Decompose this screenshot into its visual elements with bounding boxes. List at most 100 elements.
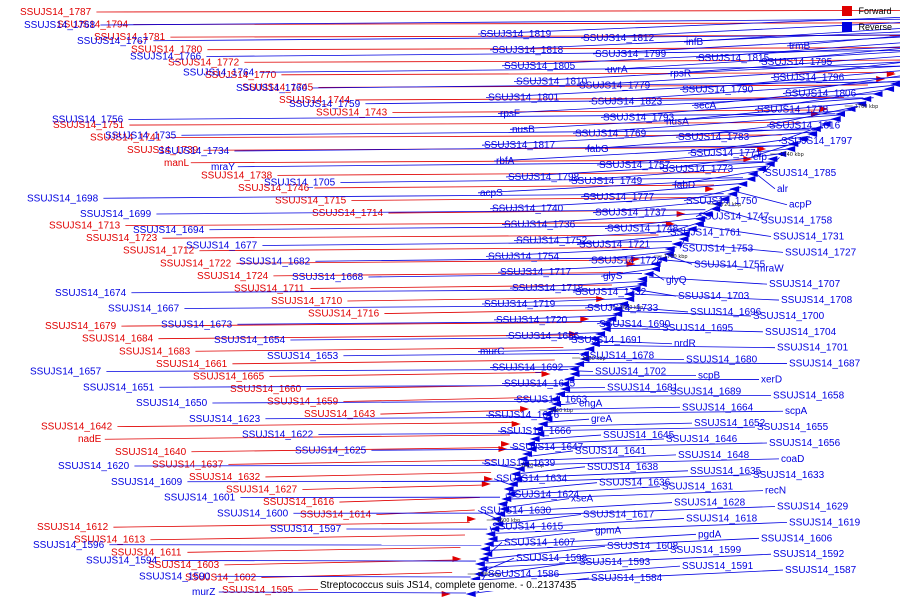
reverse-gene-label: SSUJS14_1764 (183, 67, 255, 78)
reverse-leader-line (489, 31, 900, 51)
reverse-gene-arrow (764, 161, 775, 167)
reverse-leader-line (584, 131, 817, 150)
reverse-leader-line (218, 591, 466, 594)
reverse-gene-label: trmB (789, 41, 810, 52)
reverse-gene-arrow (820, 121, 831, 127)
reverse-leader-line (477, 16, 900, 35)
scale-tick-label: 1600 kbp (497, 518, 521, 524)
reverse-leader-line (600, 268, 657, 277)
forward-gene-label: SSUJS14_1724 (197, 271, 269, 282)
forward-gene-label: SSUJS14_1743 (316, 108, 388, 119)
reverse-leader-line (483, 553, 772, 568)
reverse-gene-label: SSUJS14_1771 (690, 148, 762, 159)
reverse-gene-arrow (482, 551, 493, 557)
reverse-gene-arrow (465, 591, 476, 597)
reverse-leader-line (586, 357, 685, 361)
reverse-gene-label: SSUJS14_1699 (80, 209, 152, 220)
reverse-leader-line (604, 216, 708, 229)
reverse-leader-line (675, 118, 837, 138)
reverse-gene-label: SSUJS14_1666 (500, 426, 572, 437)
forward-gene-label: SSUJS14_1595 (222, 585, 294, 596)
reverse-gene-label: SSUJS14_1652 (694, 418, 766, 429)
forward-leader-line (191, 447, 504, 453)
reverse-gene-label: SSUJS14_1682 (239, 256, 311, 267)
reverse-leader-line (687, 135, 811, 154)
reverse-gene-arrow (537, 421, 548, 427)
reverse-leader-line (497, 93, 882, 114)
reverse-gene-label: SSUJS14_1779 (579, 81, 651, 92)
reverse-gene-arrow (600, 326, 611, 332)
reverse-leader-line (485, 549, 669, 564)
reverse-leader-line (477, 510, 501, 521)
forward-gene-label: SSUJS14_1738 (201, 170, 273, 181)
forward-leader-line (392, 109, 822, 113)
reverse-gene-arrow (807, 131, 818, 137)
forward-gene-label: SSUJS14_1642 (41, 422, 113, 433)
reverse-gene-label: SSUJS14_1648 (678, 450, 750, 461)
reverse-gene-label: SSUJS14_1674 (55, 288, 127, 299)
reverse-gene-arrow (542, 416, 553, 422)
forward-gene-label: SSUJS14_1781 (94, 32, 166, 43)
reverse-gene-label: scpB (698, 370, 721, 381)
reverse-leader-line (594, 344, 776, 349)
reverse-gene-label: SSUJS14_1598 (516, 553, 588, 564)
reverse-gene-arrow (560, 386, 571, 392)
reverse-leader-line (576, 233, 690, 245)
reverse-leader-line (518, 470, 689, 479)
reverse-gene-label: SSUJS14_1689 (670, 386, 742, 397)
reverse-gene-arrow (519, 461, 530, 467)
reverse-gene-label: SSUJS14_1761 (670, 228, 742, 239)
reverse-leader-line (485, 246, 677, 257)
reverse-gene-arrow (501, 496, 512, 502)
reverse-gene-label: SSUJS14_1599 (670, 545, 742, 556)
reverse-gene-label: SSUJS14_1692 (492, 363, 564, 374)
forward-leader-line (150, 534, 465, 541)
reverse-leader-line (501, 46, 900, 67)
forward-gene-label: SSUJS14_1602 (185, 572, 257, 583)
reverse-gene-label: pgdA (698, 529, 722, 540)
reverse-leader-line (516, 474, 752, 483)
reverse-gene-arrow (727, 191, 738, 197)
reverse-leader-line (668, 255, 693, 265)
forward-leader-line (195, 347, 564, 352)
forward-leader-line (269, 372, 547, 377)
reverse-gene-label: SSUJS14_1641 (575, 446, 647, 457)
reverse-leader-line (509, 280, 646, 289)
reverse-leader-line (505, 494, 508, 504)
reverse-gene-arrow (568, 366, 579, 372)
reverse-gene-arrow (503, 486, 514, 492)
legend-forward: Forward (842, 6, 892, 16)
forward-gene-label: SSUJS14_1637 (152, 459, 224, 470)
forward-gene-label: SSUJS14_1627 (226, 484, 298, 495)
reverse-gene-label: SSUJS14_1586 (488, 569, 560, 580)
reverse-gene-label: SSUJS14_1753 (682, 243, 754, 254)
reverse-gene-label: SSUJS14_1748 (607, 224, 679, 235)
forward-gene-label: SSUJS14_1659 (267, 397, 339, 408)
reverse-leader-line (209, 225, 689, 231)
forward-leader-line (236, 259, 635, 264)
reverse-leader-line (580, 353, 590, 357)
reverse-leader-line (576, 65, 900, 87)
reverse-gene-arrow (756, 166, 767, 172)
reverse-leader-line (489, 195, 732, 210)
reverse-gene-arrow (636, 281, 647, 287)
reverse-leader-line (526, 454, 677, 462)
forward-gene-label: SSUJS14_1603 (148, 560, 220, 571)
forward-leader-line (162, 234, 659, 239)
reverse-leader-line (509, 490, 764, 500)
reverse-gene-arrow (478, 556, 489, 562)
reverse-gene-label: gpmA (595, 525, 621, 536)
reverse-gene-arrow (555, 391, 566, 397)
reverse-gene-label: SSUJS14_1812 (583, 33, 655, 44)
forward-gene-arrow (467, 516, 477, 522)
forward-gene-label: SSUJS14_1794 (57, 20, 129, 31)
reverse-gene-arrow (624, 291, 635, 297)
reverse-leader-line (546, 418, 590, 423)
forward-leader-line (199, 247, 647, 252)
reverse-gene-label: SSUJS14_1673 (161, 319, 233, 330)
forward-leader-line (187, 547, 461, 553)
reverse-leader-line (568, 336, 602, 341)
reverse-leader-line (477, 178, 752, 194)
reverse-gene-label: SSUJS14_1823 (591, 97, 663, 108)
forward-leader-line (104, 434, 510, 440)
